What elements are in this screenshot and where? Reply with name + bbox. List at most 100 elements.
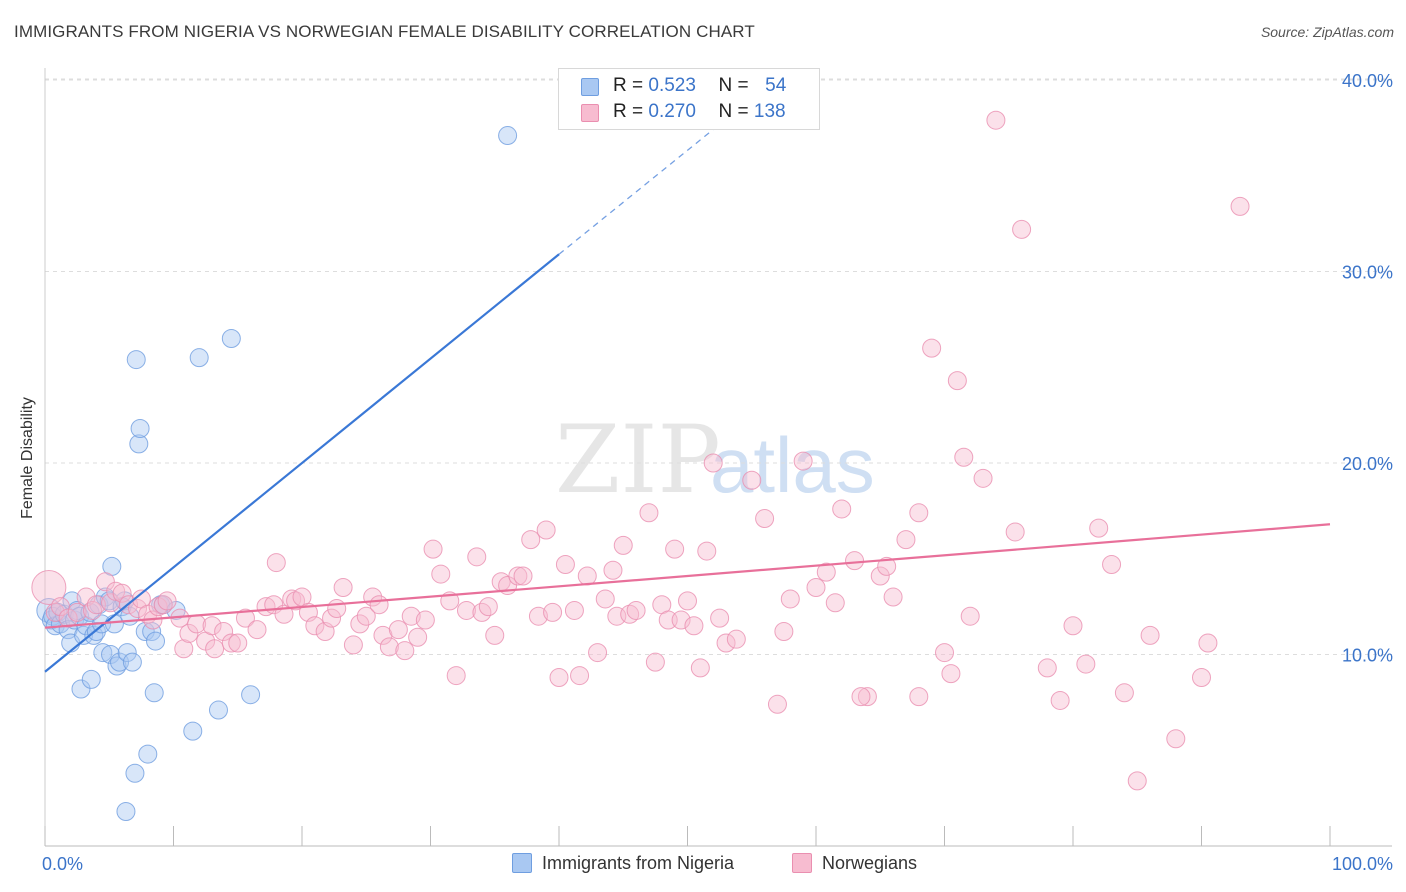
point-norwegians xyxy=(870,566,890,586)
series-nigeria-points xyxy=(36,126,518,822)
point-norwegians xyxy=(690,658,710,678)
legend-swatch-nigeria xyxy=(581,78,599,96)
point-norwegians xyxy=(153,595,173,615)
point-norwegians xyxy=(857,687,877,707)
point-norwegians xyxy=(577,566,597,586)
point-norwegians xyxy=(851,687,871,707)
y-tick-label: 30.0% xyxy=(1342,263,1393,283)
point-nigeria xyxy=(93,643,113,663)
point-norwegians xyxy=(883,587,903,607)
chart-title: IMMIGRANTS FROM NIGERIA VS NORWEGIAN FEM… xyxy=(14,22,755,41)
trend-lines xyxy=(44,108,1331,673)
point-norwegians xyxy=(716,633,736,653)
point-nigeria xyxy=(221,329,241,349)
point-norwegians xyxy=(877,556,897,576)
point-nigeria xyxy=(130,419,150,439)
point-norwegians xyxy=(1127,771,1147,791)
point-norwegians xyxy=(793,451,813,471)
point-norwegians xyxy=(703,453,723,473)
point-norwegians xyxy=(595,589,615,609)
point-norwegians xyxy=(1063,616,1083,636)
point-norwegians xyxy=(431,564,451,584)
point-norwegians xyxy=(536,520,556,540)
point-norwegians xyxy=(755,509,775,529)
point-norwegians xyxy=(1230,196,1250,216)
point-norwegians xyxy=(205,639,225,659)
point-norwegians xyxy=(678,591,697,611)
legend-r-value: 0.270 xyxy=(648,101,696,122)
point-norwegians xyxy=(1076,654,1096,674)
legend-r-label: R = xyxy=(613,75,644,96)
point-norwegians xyxy=(95,572,115,592)
watermark-zip: ZIP xyxy=(555,406,721,515)
point-norwegians xyxy=(941,664,961,684)
trend-line-norwegians xyxy=(44,523,1331,629)
point-nigeria xyxy=(117,643,137,663)
point-nigeria xyxy=(189,348,209,368)
legend-n-label: N = xyxy=(718,101,749,122)
point-norwegians xyxy=(228,633,248,653)
point-norwegians xyxy=(395,641,415,661)
point-norwegians xyxy=(697,541,717,561)
point-norwegians xyxy=(31,569,67,605)
point-norwegians xyxy=(896,530,916,550)
point-nigeria xyxy=(129,434,149,454)
watermark: ZIP atlas xyxy=(555,406,875,515)
bottom-legend-swatch-nigeria xyxy=(512,853,532,873)
point-norwegians xyxy=(485,625,505,645)
legend-text-nigeria: R = 0.523 N = 54 xyxy=(613,75,786,97)
point-norwegians xyxy=(247,620,267,640)
point-norwegians xyxy=(960,606,980,626)
point-norwegians xyxy=(157,591,177,611)
point-norwegians xyxy=(128,599,148,619)
point-norwegians xyxy=(467,547,487,567)
point-norwegians xyxy=(322,608,342,628)
point-norwegians xyxy=(446,666,466,686)
point-norwegians xyxy=(806,577,826,597)
point-norwegians xyxy=(986,110,1006,130)
point-nigeria xyxy=(183,721,203,741)
point-norwegians xyxy=(521,530,541,550)
point-nigeria xyxy=(498,126,518,146)
point-norwegians xyxy=(570,666,590,686)
correlation-legend: R = 0.523 N = 54 R = 0.270 N = 138 xyxy=(558,68,820,130)
point-norwegians xyxy=(45,602,65,622)
point-norwegians xyxy=(58,608,78,628)
point-norwegians xyxy=(235,608,255,628)
point-nigeria xyxy=(81,669,101,689)
axes xyxy=(44,68,1392,847)
point-norwegians xyxy=(86,595,106,615)
point-norwegians xyxy=(726,629,746,649)
point-norwegians xyxy=(973,468,993,488)
point-nigeria xyxy=(138,744,158,764)
point-norwegians xyxy=(456,600,476,620)
point-norwegians xyxy=(922,338,942,358)
point-norwegians xyxy=(671,610,691,630)
point-norwegians xyxy=(1050,690,1070,710)
point-norwegians xyxy=(179,623,199,643)
legend-n-value: 54 xyxy=(765,75,787,96)
point-nigeria xyxy=(122,652,142,672)
point-norwegians xyxy=(388,620,408,640)
point-norwegians xyxy=(710,608,730,628)
point-norwegians xyxy=(408,627,428,647)
point-norwegians xyxy=(415,610,435,630)
point-norwegians xyxy=(112,583,132,603)
point-norwegians xyxy=(50,597,70,617)
point-norwegians xyxy=(613,535,633,555)
point-nigeria xyxy=(144,683,164,703)
point-norwegians xyxy=(626,600,646,620)
point-nigeria xyxy=(71,679,91,699)
point-norwegians xyxy=(665,539,685,559)
point-norwegians xyxy=(1102,554,1122,574)
point-norwegians xyxy=(202,616,222,636)
point-norwegians xyxy=(954,447,974,467)
point-norwegians xyxy=(83,600,103,620)
trend-line-nigeria-extension xyxy=(558,108,740,255)
point-norwegians xyxy=(356,606,376,626)
point-norwegians xyxy=(825,593,845,613)
point-norwegians xyxy=(221,633,241,653)
point-nigeria xyxy=(208,700,228,720)
point-norwegians xyxy=(266,553,286,573)
